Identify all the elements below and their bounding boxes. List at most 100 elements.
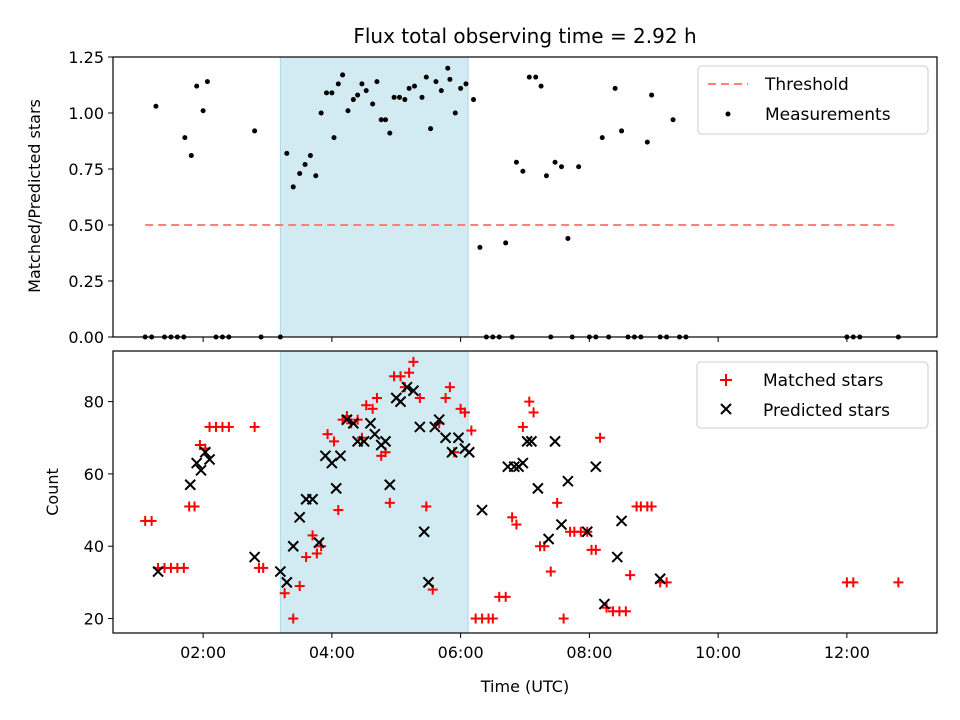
measurement-point [619,128,625,134]
measurement-point [649,92,655,98]
axes-frame [112,350,938,634]
matched-point [500,591,511,602]
matched-point [258,562,269,573]
matched-point [288,613,299,624]
measurement-point [370,101,376,107]
predicted-point [463,446,475,458]
measurement-point [387,130,393,136]
measurement-point [452,110,458,116]
measurement-point [538,83,544,89]
matched-point [395,371,406,382]
predicted-point [508,460,520,473]
predicted-point [422,576,435,589]
measurement-point [533,74,539,80]
top-legend-frame [697,65,929,135]
matched-point [367,403,378,414]
x-axis-label: Time (UTC) [480,677,569,696]
matched-point [620,606,631,617]
measurement-point [188,153,194,159]
measurement-point [182,135,188,141]
predicted-point [203,453,216,466]
predicted-point [525,435,538,448]
matched-point [487,613,498,624]
measurement-point [329,90,335,96]
predicted-legend-label: Predicted stars [763,401,890,421]
measurement-point [526,74,532,80]
predicted-point [598,598,611,610]
predicted-point [293,511,306,524]
matched-point [459,407,470,418]
top-legend: Threshold Measurements [697,65,929,135]
y-tick-label: 80 [84,393,104,412]
predicted-point [414,421,426,433]
measurement-point [194,83,200,89]
y-tick-label: 60 [84,465,104,484]
bottom-panel: 20 40 60 80 02:00 04:00 06:00 08:00 10:00 12:00 [84,350,938,662]
predicted-point [407,385,420,397]
matched-point [601,602,612,613]
measurement-point [153,103,159,109]
measurement-point [565,235,571,241]
measurement-point [290,184,296,190]
measurement-point [391,94,397,100]
y-tick-label: 20 [84,610,104,629]
predicted-point [452,432,465,444]
matched-point [848,577,859,588]
matched-point [408,356,419,367]
matched-point [189,501,200,512]
matched-point [545,566,556,577]
predicted-point [190,457,203,469]
measurement-point [318,110,324,116]
matched-point [146,515,157,526]
predicted-point [394,395,407,408]
matched-point [361,400,372,411]
measurement-point [447,76,453,82]
predicted-point [248,551,261,563]
y-tick-label: 1.00 [68,104,104,123]
predicted-point [555,518,568,531]
matched-point [404,367,415,378]
matched-point [322,429,333,440]
predicted-point [549,435,561,448]
matched-point [625,570,636,581]
matched-point [249,421,260,432]
measurement-point [520,168,526,174]
measurement-point [402,97,408,103]
predicted-point [379,435,392,448]
predicted-point [358,435,370,448]
measurement-point [433,79,439,85]
predicted-point [313,536,325,549]
predicted-point [590,460,602,473]
matched-point [558,613,569,624]
predicted-point [429,421,441,433]
bottom-y-axis-label: Count [43,468,62,516]
matched-point [517,421,528,432]
predicted-point [517,457,529,469]
matched-point [552,497,563,508]
series-measurements [142,65,901,340]
predicted-point [306,493,319,505]
measurement-point [438,88,444,94]
predicted-point [532,482,544,495]
predicted-point [521,435,533,448]
matched-point [333,505,344,516]
predicted-point [446,446,458,458]
matched-point [646,501,657,512]
bottom-legend-frame [696,361,929,429]
measurement-point [335,81,341,87]
x-tick-label: 10:00 [695,643,741,662]
predicted-point [334,450,347,462]
top-y-axis-label: Matched/Predicted stars [25,99,44,293]
x-tick-label: 08:00 [566,643,612,662]
measurement-point [302,162,308,168]
measurement-point [350,97,356,103]
matched-point [893,577,904,588]
predicted-point [195,464,207,477]
measurement-point [324,90,330,96]
matched-point [301,552,312,563]
measurement-point [406,85,412,91]
matched-point [307,530,318,541]
predicted-point [542,533,555,545]
predicted-point [476,504,488,516]
